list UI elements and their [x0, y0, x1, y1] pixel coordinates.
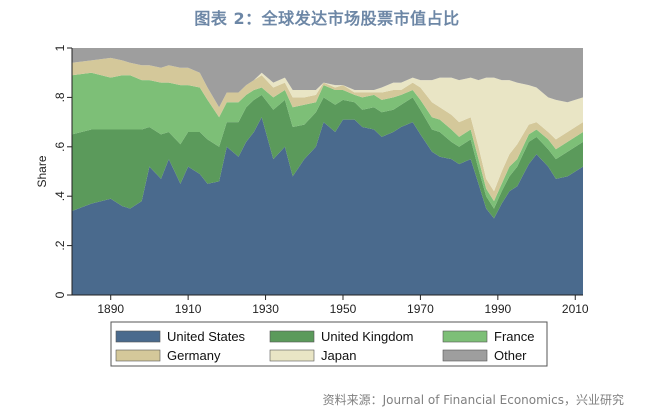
chart-title: 图表 2：全球发达市场股票市值占比	[194, 9, 460, 28]
x-tick-label: 1930	[252, 302, 279, 316]
legend-swatch-united-kingdom	[269, 330, 315, 343]
legend: United States United Kingdom France Germany…	[110, 321, 548, 367]
source-note: 资料来源：Journal of Financial Economics，兴业研究	[322, 393, 624, 407]
area-united-states	[72, 117, 583, 295]
x-tick-label: 1990	[484, 302, 511, 316]
x-tick-label: 1970	[407, 302, 434, 316]
area-united-kingdom	[72, 94, 583, 219]
legend-swatch-germany	[115, 349, 161, 362]
legend-swatch-japan	[269, 349, 315, 362]
y-tick-label: 0	[53, 291, 67, 298]
x-tick-label: 1890	[97, 302, 124, 316]
axes: 0 .2 .4 .6 .8 1 1890 1910 1930 1950 1970 1990 2010 Sh…	[35, 44, 589, 316]
x-tick-label: 1950	[330, 302, 357, 316]
y-axis-title: Share	[35, 155, 49, 187]
y-tick-label: .2	[53, 240, 67, 250]
legend-label-united-kingdom: United Kingdom	[321, 329, 414, 344]
x-tick-label: 2010	[562, 302, 589, 316]
x-tick-label: 1910	[175, 302, 202, 316]
legend-label-japan: Japan	[321, 348, 356, 363]
legend-swatch-united-states	[115, 330, 161, 343]
area-germany	[72, 57, 583, 202]
area-france	[72, 72, 583, 209]
legend-swatch-other	[442, 349, 488, 362]
y-tick-label: .8	[53, 92, 67, 102]
area-other	[72, 48, 583, 108]
area-japan	[72, 57, 583, 192]
y-tick-label: .4	[53, 191, 67, 201]
y-tick-label: 1	[53, 44, 67, 51]
legend-label-germany: Germany	[167, 348, 221, 363]
legend-label-france: France	[494, 329, 534, 344]
legend-label-other: Other	[494, 348, 527, 363]
area-layers	[72, 48, 583, 295]
legend-swatch-france	[442, 330, 488, 343]
y-tick-label: .6	[53, 141, 67, 151]
legend-label-united-states: United States	[167, 329, 246, 344]
